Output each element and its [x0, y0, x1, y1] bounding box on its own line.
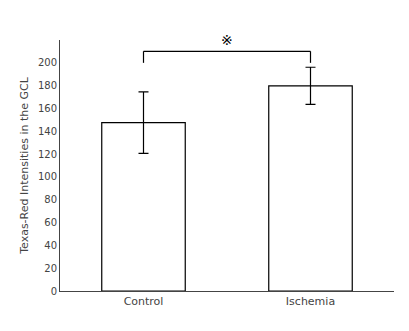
svg-text:200: 200 — [38, 57, 57, 68]
svg-text:180: 180 — [38, 80, 57, 91]
svg-text:80: 80 — [44, 194, 57, 205]
svg-text:160: 160 — [38, 103, 57, 114]
svg-text:140: 140 — [38, 126, 57, 137]
svg-text:Texas-Red Intensities in the G: Texas-Red Intensities in the GCL — [18, 76, 31, 254]
svg-text:Control: Control — [124, 295, 164, 308]
svg-text:Ischemia: Ischemia — [286, 295, 335, 308]
svg-text:20: 20 — [44, 263, 57, 274]
svg-text:100: 100 — [38, 171, 57, 182]
svg-text:60: 60 — [44, 217, 57, 228]
svg-text:40: 40 — [44, 240, 57, 251]
svg-text:※: ※ — [221, 32, 233, 48]
svg-text:120: 120 — [38, 149, 57, 160]
svg-text:0: 0 — [51, 286, 57, 297]
